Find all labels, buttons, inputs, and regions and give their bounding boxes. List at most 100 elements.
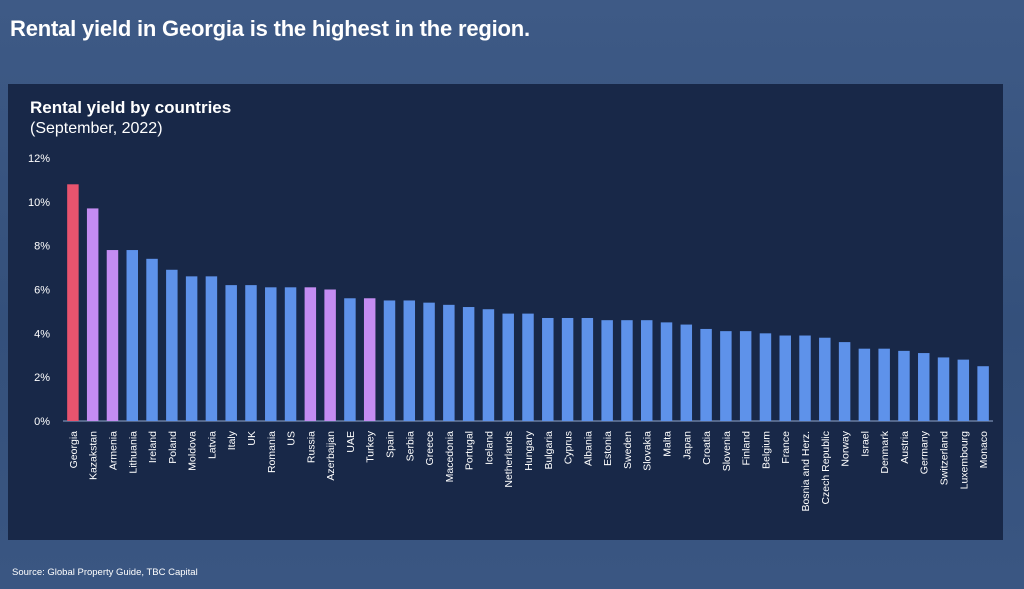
x-tick-label: Spain (384, 431, 396, 458)
x-tick-label: UK (246, 431, 258, 446)
bar-turkey (363, 298, 376, 421)
bar-macedonia (443, 304, 455, 421)
bar-spain (383, 300, 396, 421)
y-tick-label: 8% (34, 241, 50, 253)
bar-malta (660, 322, 673, 422)
x-tick-label: Sweden (622, 431, 634, 469)
x-tick-label: Bulgaria (543, 431, 555, 470)
y-tick-label: 4% (34, 328, 50, 340)
x-tick-label: Turkey (365, 430, 377, 462)
source-note: Source: Global Property Guide, TBC Capit… (12, 567, 198, 578)
x-tick-label: Lithuania (127, 431, 139, 474)
bar-greece (423, 302, 435, 421)
bar-germany (918, 353, 930, 421)
x-tick-label: Romania (266, 431, 278, 473)
x-tick-label: Kazakstan (88, 431, 100, 480)
bar-croatia (700, 328, 712, 421)
x-tick-label: Switzerland (939, 431, 951, 485)
bar-sweden (621, 320, 633, 421)
chart-panel: Rental yield by countries (September, 20… (8, 84, 1003, 540)
x-tick-label: Luxembourg (958, 431, 970, 490)
bar-belgium (759, 333, 772, 421)
bar-italy (225, 285, 237, 421)
x-tick-label: Norway (840, 430, 852, 466)
bar-russia (304, 287, 317, 421)
x-tick-label: Slovenia (721, 431, 733, 471)
y-tick-label: 0% (34, 416, 50, 428)
x-tick-label: Netherlands (503, 431, 515, 488)
x-tick-label: US (286, 431, 298, 446)
x-tick-label: Denmark (879, 430, 891, 473)
x-tick-label: Slovakia (642, 431, 654, 471)
x-tick-label: Israel (859, 431, 871, 457)
x-tick-label: Portugal (464, 431, 476, 470)
y-tick-label: 2% (34, 372, 50, 384)
x-tick-label: Monaco (978, 431, 990, 469)
bar-iceland (482, 309, 495, 421)
bar-albania (581, 317, 594, 421)
x-tick-label: Cyprus (563, 431, 575, 464)
x-tick-label: France (780, 431, 792, 464)
x-tick-label: Austria (899, 431, 911, 464)
bar-austria (898, 350, 910, 421)
x-tick-label: Japan (681, 431, 693, 460)
bar-monaco (977, 366, 989, 421)
x-tick-label: Georgia (68, 431, 80, 469)
x-tick-label: Finland (741, 431, 753, 466)
x-tick-label: Hungary (523, 430, 535, 470)
y-tick-label: 10% (28, 197, 50, 209)
bar-czech-republic (819, 337, 831, 421)
bar-kazakstan (86, 208, 99, 421)
x-tick-label: Moldova (187, 431, 199, 471)
bar-ireland (146, 258, 158, 421)
x-tick-label: Iceland (483, 431, 495, 465)
x-tick-label: Albania (582, 431, 594, 466)
bar-hungary (522, 313, 534, 421)
x-tick-label: Poland (167, 431, 179, 464)
bar-france (779, 335, 791, 421)
bar-denmark (878, 348, 890, 421)
bar-armenia (106, 250, 119, 421)
bar-slovakia (640, 320, 653, 421)
bar-cyprus (561, 317, 574, 421)
y-tick-label: 12% (28, 153, 50, 165)
bar-japan (680, 324, 693, 421)
x-tick-label: Germany (919, 430, 931, 474)
bar-luxembourg (957, 359, 970, 421)
bar-uae (344, 298, 356, 421)
bar-serbia (403, 300, 416, 421)
bar-finland (739, 331, 752, 421)
slide-title: Rental yield in Georgia is the highest i… (10, 16, 530, 41)
bar-latvia (205, 276, 218, 421)
x-tick-label: Estonia (602, 431, 614, 466)
bar-azerbaijan (324, 289, 336, 421)
bar-portugal (462, 307, 475, 421)
bar-bosnia-and-herz (799, 335, 811, 421)
x-tick-label: UAE (345, 431, 357, 453)
bar-netherlands (502, 313, 514, 421)
bar-georgia (67, 184, 79, 421)
x-tick-label: Serbia (404, 431, 416, 462)
chart-subtitle: (September, 2022) (30, 120, 163, 137)
bar-us (284, 287, 297, 421)
bar-uk (245, 285, 257, 421)
x-tick-label: Latvia (206, 431, 218, 459)
bar-slovenia (720, 331, 732, 421)
x-tick-label: Armenia (107, 431, 119, 470)
x-tick-label: Ireland (147, 431, 159, 463)
bar-moldova (185, 276, 198, 421)
y-tick-label: 6% (34, 285, 50, 297)
bar-switzerland (937, 357, 950, 421)
x-tick-label: Italy (226, 430, 238, 450)
x-tick-label: Belgium (760, 431, 772, 469)
chart-title: Rental yield by countries (30, 98, 232, 117)
bar-bulgaria (542, 317, 554, 421)
bar-poland (166, 269, 178, 421)
x-tick-label: Russia (305, 431, 317, 463)
x-tick-label: Bosnia and Herz. (800, 431, 812, 512)
bar-estonia (601, 320, 613, 421)
bar-norway (838, 342, 851, 421)
x-tick-label: Azerbaijan (325, 431, 337, 481)
x-tick-label: Croatia (701, 431, 713, 465)
x-tick-label: Czech Republic (820, 431, 832, 505)
